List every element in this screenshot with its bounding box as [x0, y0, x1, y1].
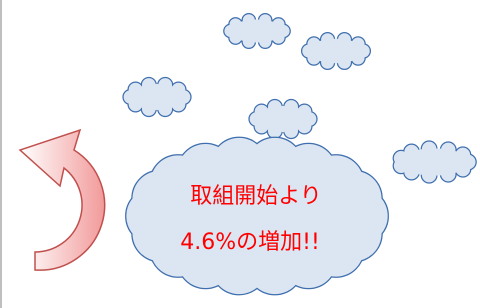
cloud-puff	[259, 14, 271, 26]
cloud-puff	[255, 105, 269, 119]
cloud-puff	[321, 56, 334, 69]
cloud-puff	[307, 38, 320, 51]
cloud-puff	[172, 83, 186, 97]
cloud-puff	[422, 168, 436, 182]
cloud-puff	[229, 18, 241, 30]
cloud-puff	[142, 102, 156, 116]
cloud-puff	[326, 171, 381, 226]
cloud	[126, 138, 387, 294]
cloud-puff	[298, 120, 312, 134]
cloud-puff	[352, 52, 365, 65]
cloud-puff	[284, 100, 298, 114]
cloud-puff	[422, 142, 436, 156]
cloud	[250, 100, 317, 138]
cloud-puff	[268, 124, 282, 138]
cloud-puff	[321, 33, 334, 46]
curved-arrow	[20, 130, 105, 270]
callout-line-2: 4.6%の増加!!	[180, 230, 320, 255]
cloud	[394, 142, 476, 183]
cloud-puff	[352, 38, 365, 51]
cloud-puff	[338, 33, 351, 46]
cloud-puff	[284, 124, 298, 138]
cloud-puff	[272, 18, 284, 30]
cloud-puff	[456, 162, 470, 176]
callout-line-1: 取組開始より	[190, 184, 322, 209]
cloud-puff	[172, 98, 186, 112]
page: 取組開始より 4.6%の増加!! (() => { const data = J…	[0, 0, 480, 308]
cloud-puff	[456, 148, 470, 162]
cloud-puff	[129, 83, 143, 97]
cloud-puff	[441, 167, 455, 181]
diagram: 取組開始より 4.6%の増加!!	[0, 0, 480, 308]
cloud-puff	[298, 105, 312, 119]
cloud-puff	[243, 36, 255, 48]
cloud-puff	[404, 145, 418, 159]
cloud-puff	[338, 56, 351, 69]
cloud-puff	[259, 36, 271, 48]
cloud	[302, 33, 370, 69]
cloud-puff	[272, 32, 284, 44]
cloud-puff	[142, 78, 156, 92]
cloud-puff	[158, 78, 172, 92]
cloud	[124, 78, 191, 116]
cloud-puff	[243, 14, 255, 26]
cloud-puff	[158, 102, 172, 116]
cloud	[224, 14, 289, 47]
cloud-puff	[268, 100, 282, 114]
cloud-puff	[441, 143, 455, 157]
